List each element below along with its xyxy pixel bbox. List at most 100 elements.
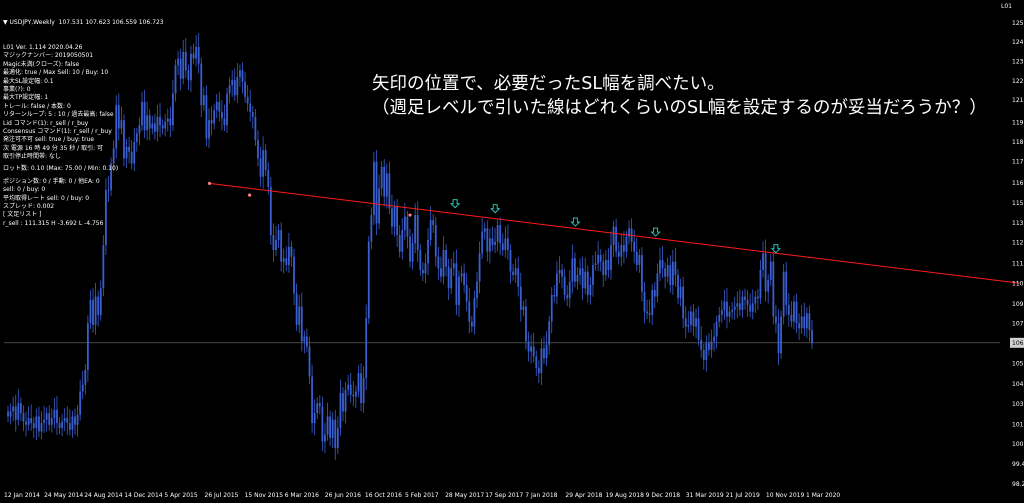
candle <box>504 226 507 258</box>
candle <box>751 289 754 320</box>
y-tick-label: 118.790 <box>1012 139 1024 146</box>
x-tick-label: 24 May 2014 <box>44 492 83 499</box>
candle <box>63 408 66 432</box>
candle <box>117 93 120 141</box>
candle <box>71 410 74 438</box>
candle <box>202 87 205 112</box>
candle <box>566 285 569 307</box>
candle <box>697 306 700 346</box>
candle <box>473 290 476 335</box>
candle <box>35 408 38 440</box>
chart-id-label: L01 <box>1001 3 1012 10</box>
candle <box>749 293 752 318</box>
info-line: Lid コマンド(1): r_sell / r_buy <box>3 119 89 127</box>
candle <box>218 92 221 122</box>
candle <box>452 251 455 277</box>
candle <box>318 395 321 415</box>
candle <box>617 241 620 265</box>
candle <box>306 328 308 353</box>
candle <box>414 203 417 254</box>
candle <box>287 232 290 273</box>
candle <box>767 274 770 304</box>
candle <box>746 290 749 317</box>
info-line: Consensus コマンド(1): r_sell / r_buy <box>3 127 112 135</box>
candle <box>671 249 674 295</box>
candle <box>277 224 280 248</box>
candle <box>535 350 538 376</box>
candle <box>293 248 295 306</box>
candle <box>545 331 548 367</box>
candle <box>447 258 450 301</box>
candle <box>177 50 179 76</box>
candle <box>105 178 107 255</box>
trendline-anchor-point[interactable] <box>207 181 212 186</box>
candle <box>437 246 440 281</box>
candle <box>463 263 466 293</box>
candle <box>68 409 71 436</box>
candle <box>135 127 138 152</box>
candle <box>628 220 630 245</box>
candle <box>594 251 597 271</box>
candle <box>112 140 115 172</box>
candle <box>726 287 728 329</box>
candle <box>184 38 187 79</box>
candle <box>213 104 216 130</box>
candle <box>22 405 25 432</box>
candle <box>785 261 788 315</box>
y-tick-label: 105.470 <box>1012 361 1024 368</box>
candle <box>494 227 496 253</box>
candle <box>388 161 391 215</box>
ea-info-panel: ▼ USDJPY,Weekly 107.531 107.623 106.559 … <box>3 2 164 245</box>
candle <box>568 269 571 309</box>
candle <box>689 305 692 333</box>
candle <box>391 194 393 235</box>
resistance-trendline[interactable] <box>209 182 1021 284</box>
candle <box>148 109 151 141</box>
candle <box>53 397 56 428</box>
candle <box>81 370 84 400</box>
candle <box>537 360 540 383</box>
candle <box>254 109 257 146</box>
candle <box>58 417 61 434</box>
candle <box>398 225 401 258</box>
candle <box>357 365 360 398</box>
candle <box>470 315 473 333</box>
info-line: 最適化: true / Max Sell: 10 / Buy: 10 <box>3 69 109 77</box>
candle <box>192 43 195 65</box>
y-tick-label: 121.310 <box>1012 97 1024 104</box>
candle <box>440 256 442 283</box>
candle <box>272 223 275 262</box>
candle <box>354 385 357 409</box>
trendline-anchor-point[interactable] <box>408 213 412 217</box>
candle <box>793 295 795 330</box>
info-line: トレール: false / 本数: 0 <box>3 102 71 110</box>
x-tick-label: 9 Dec 2018 <box>646 492 681 499</box>
info-line: Magic未満(クローズ): false <box>3 60 80 68</box>
candle <box>684 306 687 339</box>
y-tick-label: 115.120 <box>1012 200 1024 207</box>
candle <box>259 146 262 187</box>
down-arrow-icon <box>650 227 661 237</box>
info-line: ポジション数: 0 / 手動: 0 / 他EA: 0 <box>3 177 100 185</box>
candle <box>403 202 406 240</box>
y-tick-label: 106.723 <box>1012 340 1024 347</box>
info-line: 最大TP設定幅: 1 <box>3 94 49 102</box>
candle <box>780 310 782 360</box>
candle <box>458 270 460 317</box>
candle <box>540 338 543 385</box>
y-tick-label: 107.885 <box>1012 320 1024 327</box>
candle <box>744 288 746 310</box>
candle <box>74 408 76 435</box>
candle <box>432 214 435 233</box>
candle <box>586 265 589 303</box>
trendline-anchor-point[interactable] <box>248 193 252 197</box>
candle <box>48 405 51 431</box>
candle <box>182 40 185 85</box>
candle <box>12 396 15 422</box>
candle <box>375 149 378 236</box>
candle <box>733 296 736 320</box>
candle <box>239 64 241 87</box>
candle <box>215 94 218 119</box>
